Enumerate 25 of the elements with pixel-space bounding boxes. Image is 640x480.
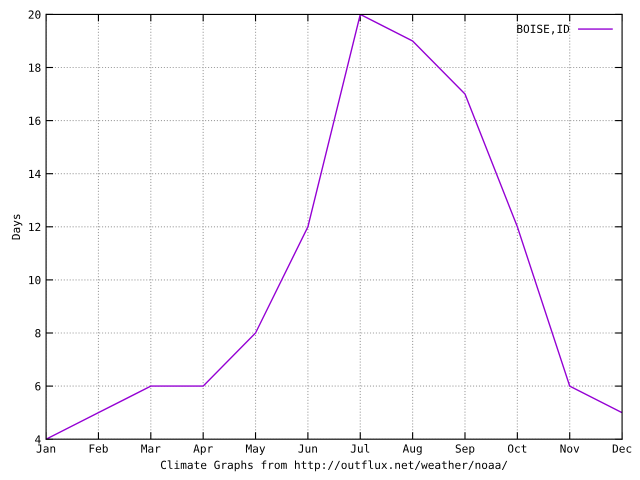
x-tick-label: Jun <box>298 444 317 453</box>
y-tick-label: 10 <box>29 276 40 284</box>
x-tick-label: Aug <box>402 444 422 455</box>
line-series <box>46 14 622 440</box>
y-tick-label: 14 <box>29 170 41 178</box>
y-tick-label: 18 <box>29 64 41 72</box>
x-tick-label: Jul <box>350 444 370 453</box>
x-axis-title: Climate Graphs from http://outflux.net/weather/noaa/ <box>160 460 508 472</box>
x-tick-label: Sep <box>456 444 474 455</box>
y-tick-label: 20 <box>28 10 40 19</box>
x-tick-label: Oct <box>508 444 526 453</box>
x-tick-label: Feb <box>90 444 108 453</box>
x-tick-label: Dec <box>612 444 632 453</box>
x-tick-label: May <box>246 444 266 455</box>
legend-label: BOISE,ID <box>517 24 570 34</box>
y-tick-label: 4 <box>35 435 41 444</box>
x-tick-label: Nov <box>560 444 580 453</box>
y-tick-label: 16 <box>29 116 40 126</box>
y-tick-label: 8 <box>35 329 41 338</box>
y-tick-label: 6 <box>35 382 40 391</box>
x-tick-label: Mar <box>141 444 160 453</box>
x-tick-label: Jan <box>36 444 56 453</box>
y-axis-title: Days <box>12 214 22 240</box>
x-tick-label: Apr <box>193 444 213 455</box>
y-tick-label: 12 <box>29 222 40 232</box>
